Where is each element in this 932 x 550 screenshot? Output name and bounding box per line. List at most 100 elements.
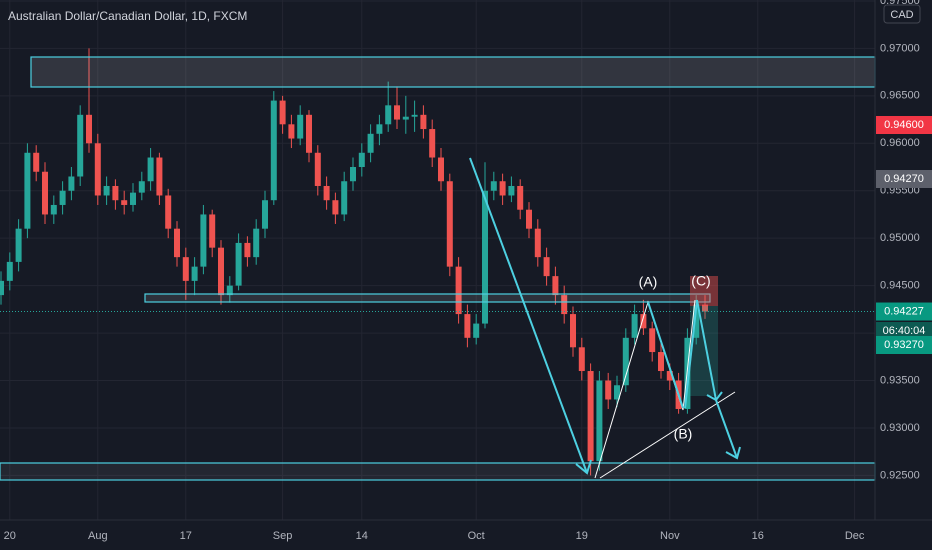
candle-body — [59, 190, 66, 205]
candle-body — [306, 114, 312, 153]
x-tick-label: Dec — [845, 530, 865, 542]
x-tick-label: 16 — [752, 530, 764, 542]
candle-body — [640, 314, 647, 329]
candle-body — [438, 157, 444, 182]
candle-body — [33, 152, 40, 172]
candle-body — [103, 185, 110, 196]
candle-body — [235, 242, 242, 286]
candle-body — [50, 204, 57, 215]
candle-body — [209, 214, 216, 248]
y-tick-label: 0.96000 — [880, 137, 920, 149]
candle-body — [226, 285, 233, 296]
candle-body — [394, 105, 400, 120]
tag-box — [876, 170, 932, 188]
x-tick-label: Sep — [273, 530, 293, 542]
candle-body — [508, 185, 515, 196]
price-tag: 0.94227 — [884, 305, 924, 317]
arrow-head — [575, 459, 592, 475]
candle-body — [367, 133, 374, 153]
wave-label: (A) — [639, 274, 658, 290]
candle-body — [314, 152, 321, 186]
trend-line — [599, 391, 736, 479]
candle-body — [578, 347, 585, 372]
candle-body — [156, 157, 163, 196]
candle-body — [561, 295, 568, 315]
arrow-head — [725, 446, 741, 460]
wave-label: (C) — [691, 273, 710, 289]
drawings: (A) (B) (C) — [0, 56, 876, 481]
candle-body — [262, 200, 268, 229]
chart-title: Australian Dollar/Canadian Dollar, 1D, F… — [8, 9, 247, 23]
candle-body — [112, 185, 119, 201]
tag-box — [876, 322, 932, 340]
arrow — [684, 299, 698, 409]
candle-body — [350, 167, 356, 182]
candle-body — [385, 105, 392, 125]
candle-body — [552, 276, 559, 296]
candle-body — [596, 380, 603, 462]
candle-body — [587, 371, 594, 462]
candle-body — [279, 100, 286, 125]
candle-body — [191, 266, 198, 281]
price-tag: 0.94600 — [884, 119, 924, 131]
tag-box — [876, 302, 932, 321]
x-tick-label: 19 — [576, 530, 588, 542]
candle-body — [138, 181, 145, 193]
arrow — [696, 299, 717, 401]
tag-box — [876, 116, 932, 134]
candle-body — [693, 304, 700, 338]
candle-body — [605, 380, 612, 400]
arrow — [469, 157, 588, 474]
candle-body — [666, 371, 673, 381]
candle-body — [631, 314, 638, 338]
candle-body — [165, 195, 172, 229]
candle-body — [270, 100, 277, 201]
tag-box — [876, 336, 932, 354]
price-tag: 0.93270 — [884, 339, 924, 351]
candle-body — [614, 385, 620, 400]
candle-body — [68, 176, 75, 191]
y-tick-label: 0.96500 — [880, 90, 920, 102]
candle-body — [42, 171, 48, 215]
candle-body — [200, 214, 207, 267]
x-tick-label: 20 — [4, 530, 16, 542]
resistance-zone — [30, 56, 876, 88]
candle-body — [446, 181, 453, 267]
x-tick-label: Oct — [468, 530, 485, 542]
candle-body — [297, 114, 304, 139]
candle-body — [323, 185, 330, 201]
candle-body — [499, 181, 506, 196]
candle-body — [570, 314, 576, 348]
candle-body — [86, 114, 92, 144]
candle-body — [121, 200, 128, 205]
x-tick-label: 17 — [180, 530, 192, 542]
countdown: 06:40:04 — [883, 325, 926, 337]
candle-body — [402, 116, 409, 120]
candle-body — [658, 352, 664, 372]
currency: CAD — [890, 9, 913, 21]
candle-body — [649, 328, 656, 353]
currency-box — [883, 4, 921, 24]
y-tick-label: 0.92500 — [880, 469, 920, 481]
candle-body — [473, 323, 480, 338]
candle-body — [411, 114, 418, 117]
candle-body — [15, 228, 22, 262]
candle-body — [376, 124, 383, 134]
y-tick-label: 0.94500 — [880, 280, 920, 292]
candle-body — [534, 228, 541, 258]
candle-body — [288, 124, 295, 139]
price-tags: 0.94600 0.94270 06:40:04 0.93270 — [876, 116, 932, 354]
candle-body — [147, 157, 154, 182]
candle-body — [24, 152, 31, 229]
candle-body — [358, 152, 365, 168]
y-tick-label: 0.95000 — [880, 232, 920, 244]
candle-body — [543, 257, 550, 277]
candle-body — [622, 337, 629, 386]
wave-label: (B) — [674, 426, 693, 442]
candle-body — [341, 181, 348, 215]
y-tick-label: 0.93000 — [880, 422, 920, 434]
candle-body — [429, 129, 436, 158]
candle-body — [218, 247, 224, 296]
